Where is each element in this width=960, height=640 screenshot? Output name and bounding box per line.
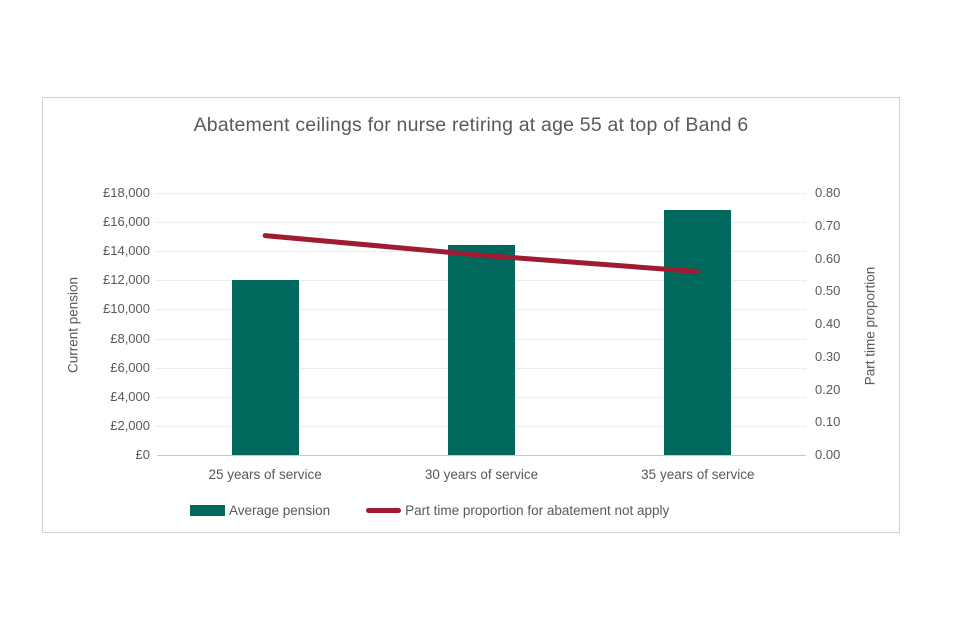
left-axis-tick-label: £14,000 — [103, 243, 150, 259]
right-axis-tick-label: 0.40 — [815, 316, 841, 331]
legend-line-swatch — [366, 508, 402, 513]
right-axis-tick-label: 0.10 — [815, 414, 841, 430]
chart-title: Abatement ceilings for nurse retiring at… — [193, 114, 749, 136]
left-axis-tick-label: £10,000 — [103, 301, 150, 317]
right-axis-tick-label: 0.20 — [815, 381, 841, 397]
legend-label: Average pension — [229, 503, 331, 518]
right-axis-tick-label: 0.50 — [815, 283, 841, 299]
left-axis-tick-label: £2,000 — [110, 417, 150, 433]
part-time-proportion-line — [262, 233, 701, 275]
chart-container: Abatement ceilings for nurse retiring at… — [42, 97, 900, 533]
right-axis-tick-label: 0.00 — [815, 447, 841, 462]
plot-area — [157, 193, 806, 456]
gridline — [157, 222, 806, 224]
x-axis-line — [157, 455, 806, 456]
x-category-label: 35 years of service — [641, 467, 755, 482]
legend-item: Average pension — [190, 503, 330, 518]
legend-bar-swatch — [190, 505, 225, 516]
left-axis-tick-label: £4,000 — [110, 388, 150, 404]
bar-average-pension — [448, 245, 515, 455]
bar-average-pension — [231, 280, 299, 455]
left-axis-tick-label: £18,000 — [103, 185, 150, 200]
left-axis-tick-label: £6,000 — [110, 359, 150, 375]
legend-label: Part time proportion for abatement not a… — [405, 503, 670, 518]
bar-average-pension — [664, 210, 732, 455]
gridline — [157, 193, 806, 194]
left-axis-tick-label: £16,000 — [103, 214, 150, 230]
legend-item: Part time proportion for abatement not a… — [366, 503, 669, 518]
x-category-label: 30 years of service — [424, 467, 539, 482]
left-axis-tick-label: £8,000 — [110, 330, 150, 346]
left-axis-tick-label: £0 — [135, 447, 150, 462]
right-axis-tick-label: 0.30 — [815, 348, 841, 364]
right-axis-tick-label: 0.60 — [815, 250, 841, 266]
x-category-label: 25 years of service — [208, 467, 322, 482]
legend: Average pension Part time proportion for … — [190, 503, 669, 518]
left-axis-title: Current pension — [65, 276, 81, 374]
right-axis-tick-label: 0.70 — [815, 217, 841, 233]
left-axis-tick-label: £12,000 — [103, 272, 150, 288]
right-axis-tick-label: 0.80 — [815, 185, 841, 200]
